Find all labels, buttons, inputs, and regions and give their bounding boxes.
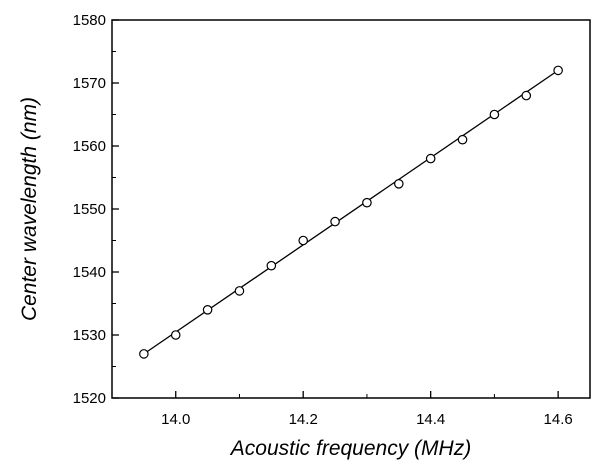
y-tick-label: 1570 (73, 75, 106, 92)
data-point (362, 197, 372, 208)
y-tick-label: 1580 (73, 12, 106, 29)
fit-line (143, 69, 559, 355)
fit-line-layer (143, 69, 559, 355)
y-tick-label: 1560 (73, 138, 106, 155)
data-point (425, 153, 436, 164)
data-point (266, 260, 277, 271)
y-tick-label: 1520 (73, 390, 106, 407)
x-tick-label: 14.4 (416, 411, 445, 428)
data-point (202, 304, 213, 315)
plot-frame (111, 19, 591, 399)
x-tick-label: 14.2 (289, 411, 318, 428)
data-point (393, 179, 404, 189)
y-axis: 1520 1530 1540 1550 1560 1570 1580 (73, 12, 119, 407)
data-point (234, 286, 245, 296)
data-point (330, 216, 340, 227)
y-tick-label: 1540 (73, 264, 106, 281)
data-point (553, 65, 563, 76)
plot-area (111, 19, 591, 399)
x-axis: 14.0 14.2 14.4 14.6 (111, 391, 573, 428)
x-tick-label: 14.6 (544, 411, 573, 428)
y-tick-label: 1530 (73, 327, 106, 344)
data-points (139, 65, 563, 359)
x-tick-label: 14.0 (161, 411, 190, 428)
data-point (521, 90, 532, 101)
data-point (170, 330, 181, 340)
data-point (139, 349, 149, 359)
y-tick-label: 1550 (73, 201, 106, 218)
data-point (457, 134, 468, 145)
y-axis-label: Center wavelength (nm) (18, 97, 41, 321)
x-axis-label: Acoustic frequency (MHz) (229, 437, 471, 460)
data-point (489, 109, 500, 120)
data-point (298, 235, 308, 246)
